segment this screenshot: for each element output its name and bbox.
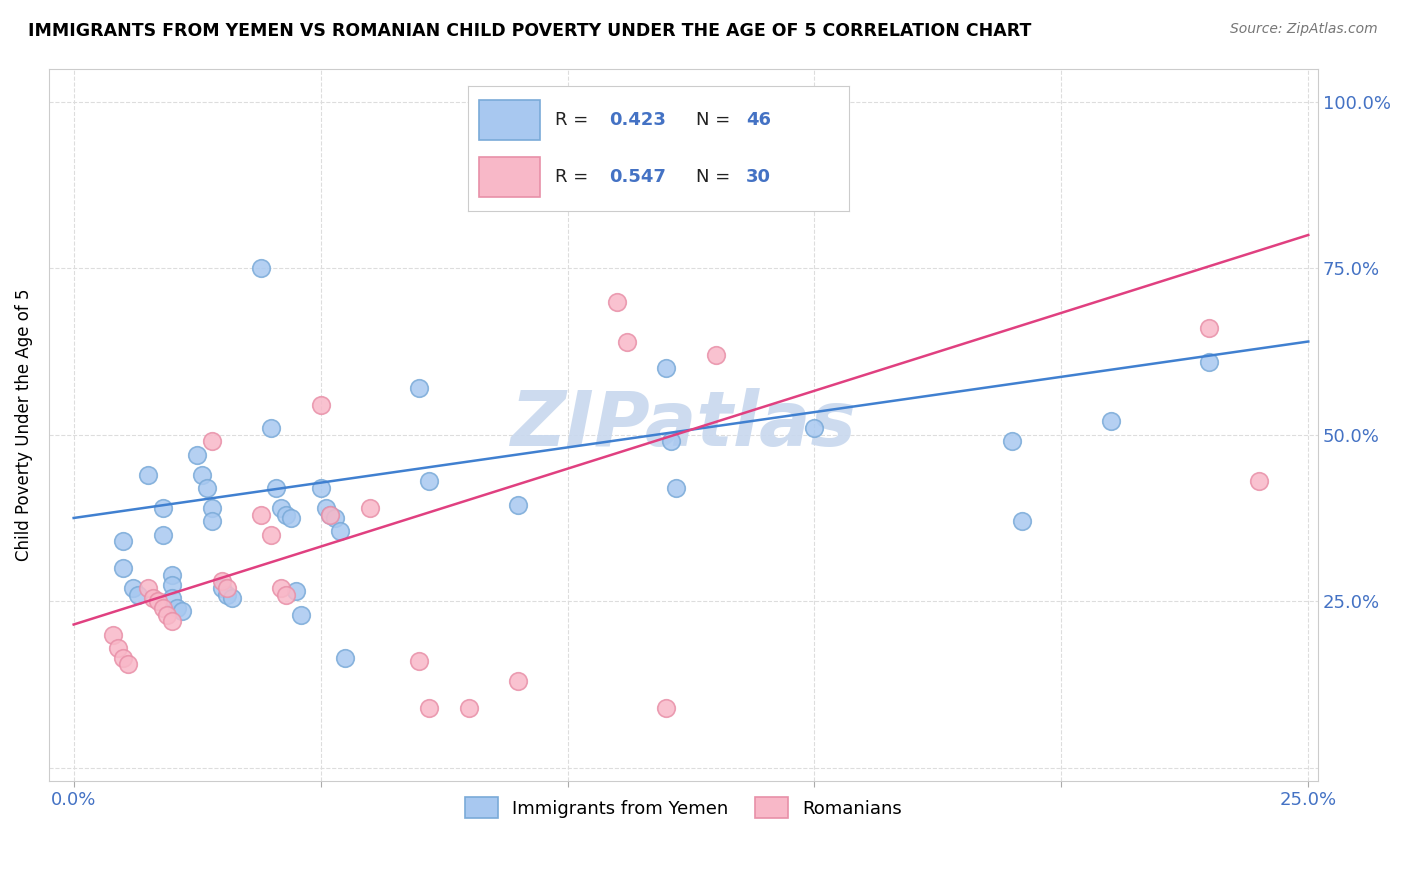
Text: Source: ZipAtlas.com: Source: ZipAtlas.com bbox=[1230, 22, 1378, 37]
Point bbox=[803, 421, 825, 435]
Point bbox=[655, 700, 678, 714]
Point bbox=[146, 594, 169, 608]
Point bbox=[250, 508, 273, 522]
Point bbox=[319, 508, 342, 522]
Point bbox=[274, 508, 297, 522]
Point bbox=[260, 421, 283, 435]
Point bbox=[162, 577, 184, 591]
Point bbox=[112, 561, 135, 575]
Point bbox=[290, 607, 312, 622]
Point bbox=[107, 640, 129, 655]
Point bbox=[221, 591, 243, 605]
Point bbox=[270, 500, 292, 515]
Point bbox=[315, 500, 337, 515]
Point bbox=[418, 700, 440, 714]
Point bbox=[152, 500, 174, 515]
Point bbox=[162, 614, 184, 628]
Point bbox=[408, 381, 430, 395]
Point bbox=[655, 361, 678, 376]
Point bbox=[122, 581, 145, 595]
Point bbox=[329, 524, 352, 539]
Point bbox=[191, 467, 214, 482]
Point bbox=[215, 588, 238, 602]
Point bbox=[284, 584, 307, 599]
Point bbox=[309, 398, 332, 412]
Point bbox=[418, 475, 440, 489]
Point bbox=[201, 500, 224, 515]
Point bbox=[215, 581, 238, 595]
Text: IMMIGRANTS FROM YEMEN VS ROMANIAN CHILD POVERTY UNDER THE AGE OF 5 CORRELATION C: IMMIGRANTS FROM YEMEN VS ROMANIAN CHILD … bbox=[28, 22, 1032, 40]
Point bbox=[152, 527, 174, 541]
Point bbox=[201, 434, 224, 449]
Point bbox=[152, 600, 174, 615]
Point bbox=[112, 650, 135, 665]
Point bbox=[201, 514, 224, 528]
Point bbox=[319, 508, 342, 522]
Point bbox=[211, 581, 233, 595]
Point bbox=[250, 261, 273, 276]
Point bbox=[335, 650, 357, 665]
Point bbox=[156, 607, 179, 622]
Point bbox=[359, 500, 381, 515]
Point bbox=[264, 481, 287, 495]
Point bbox=[172, 604, 194, 618]
Point bbox=[112, 534, 135, 549]
Point bbox=[162, 567, 184, 582]
Point bbox=[101, 627, 124, 641]
Point bbox=[557, 115, 579, 129]
Point bbox=[274, 588, 297, 602]
Point bbox=[136, 581, 159, 595]
Point bbox=[325, 511, 347, 525]
Point bbox=[309, 481, 332, 495]
Point bbox=[1198, 321, 1220, 335]
Point bbox=[704, 348, 727, 362]
Point bbox=[195, 481, 218, 495]
Point bbox=[1198, 354, 1220, 368]
Point bbox=[1099, 414, 1122, 428]
Point bbox=[270, 581, 292, 595]
Legend: Immigrants from Yemen, Romanians: Immigrants from Yemen, Romanians bbox=[458, 790, 910, 825]
Point bbox=[162, 591, 184, 605]
Point bbox=[1001, 434, 1024, 449]
Point bbox=[127, 588, 149, 602]
Point bbox=[665, 481, 688, 495]
Y-axis label: Child Poverty Under the Age of 5: Child Poverty Under the Age of 5 bbox=[15, 288, 32, 561]
Point bbox=[659, 434, 682, 449]
Point bbox=[508, 674, 530, 689]
Point bbox=[260, 527, 283, 541]
Point bbox=[457, 700, 479, 714]
Text: ZIPatlas: ZIPatlas bbox=[510, 388, 856, 462]
Point bbox=[616, 334, 638, 349]
Point bbox=[166, 600, 188, 615]
Point bbox=[211, 574, 233, 589]
Point bbox=[142, 591, 165, 605]
Point bbox=[508, 498, 530, 512]
Point bbox=[117, 657, 139, 672]
Point bbox=[1011, 514, 1033, 528]
Point bbox=[408, 654, 430, 668]
Point bbox=[606, 294, 628, 309]
Point bbox=[280, 511, 302, 525]
Point bbox=[1247, 475, 1270, 489]
Point bbox=[136, 467, 159, 482]
Point bbox=[186, 448, 208, 462]
